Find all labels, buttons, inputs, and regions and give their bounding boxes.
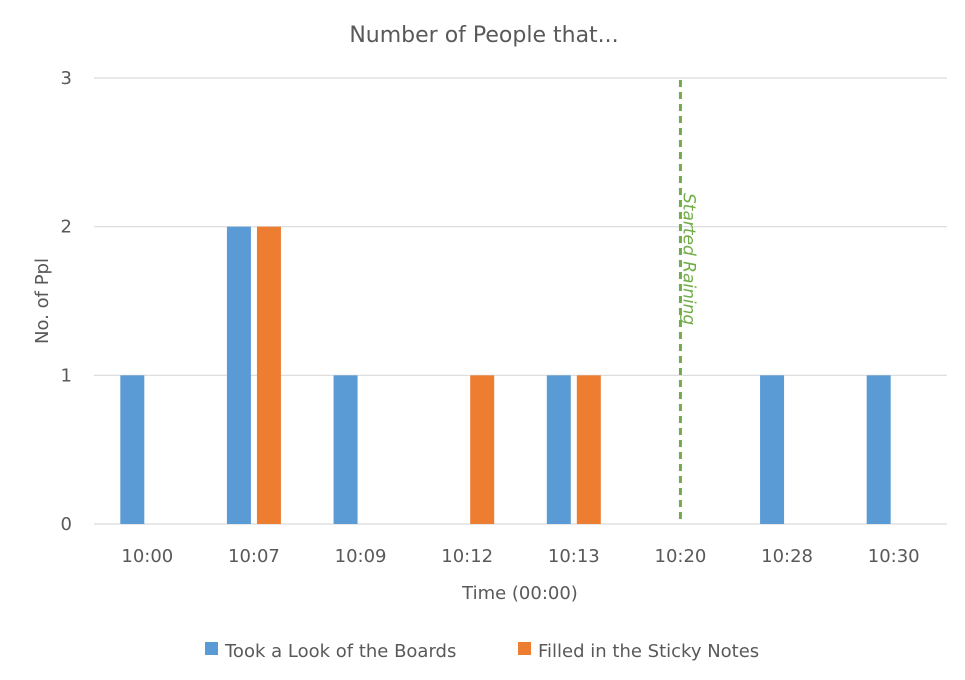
x-tick-label: 10:28 <box>761 546 813 567</box>
bar-took-look-1013 <box>546 375 571 524</box>
bar-filled-notes-1012 <box>470 375 495 524</box>
bar-took-look-1028 <box>760 375 785 524</box>
x-tick-label: 10:09 <box>335 546 387 567</box>
y-tick-label: 2 <box>61 217 72 238</box>
legend-label: Filled in the Sticky Notes <box>538 641 759 662</box>
x-tick-label: 10:20 <box>655 546 707 567</box>
chart-title: Number of People that... <box>349 23 618 48</box>
bar-took-look-1007 <box>226 226 251 524</box>
y-tick-label: 1 <box>61 365 72 386</box>
x-axis-ticks: 10:00 10:07 10:09 10:12 10:13 10:20 10:28 10:30 <box>121 546 919 567</box>
y-tick-label: 0 <box>61 514 72 535</box>
annotation-label: Started Raining <box>678 193 698 325</box>
y-axis-label: No. of Ppl <box>32 258 53 344</box>
y-tick-label: 3 <box>61 68 72 89</box>
bar-took-look-1030 <box>866 375 891 524</box>
bar-filled-notes-1007 <box>256 226 281 524</box>
bars <box>120 226 891 524</box>
x-axis-label: Time (00:00) <box>461 583 578 604</box>
gridlines <box>94 77 947 525</box>
x-tick-label: 10:13 <box>548 546 600 567</box>
legend-swatch <box>205 642 218 655</box>
bar-took-look-1009 <box>333 375 358 524</box>
bar-filled-notes-1013 <box>576 375 601 524</box>
y-axis-ticks: 0 1 2 3 <box>61 68 72 535</box>
annotation: Started Raining <box>678 80 698 524</box>
x-tick-label: 10:00 <box>121 546 173 567</box>
x-tick-label: 10:30 <box>868 546 920 567</box>
legend-label: Took a Look of the Boards <box>224 641 456 662</box>
bar-took-look-1000 <box>120 375 145 524</box>
legend-swatch <box>518 642 531 655</box>
x-tick-label: 10:12 <box>441 546 493 567</box>
x-tick-label: 10:07 <box>228 546 280 567</box>
legend: Took a Look of the Boards Filled in the S… <box>205 641 759 662</box>
